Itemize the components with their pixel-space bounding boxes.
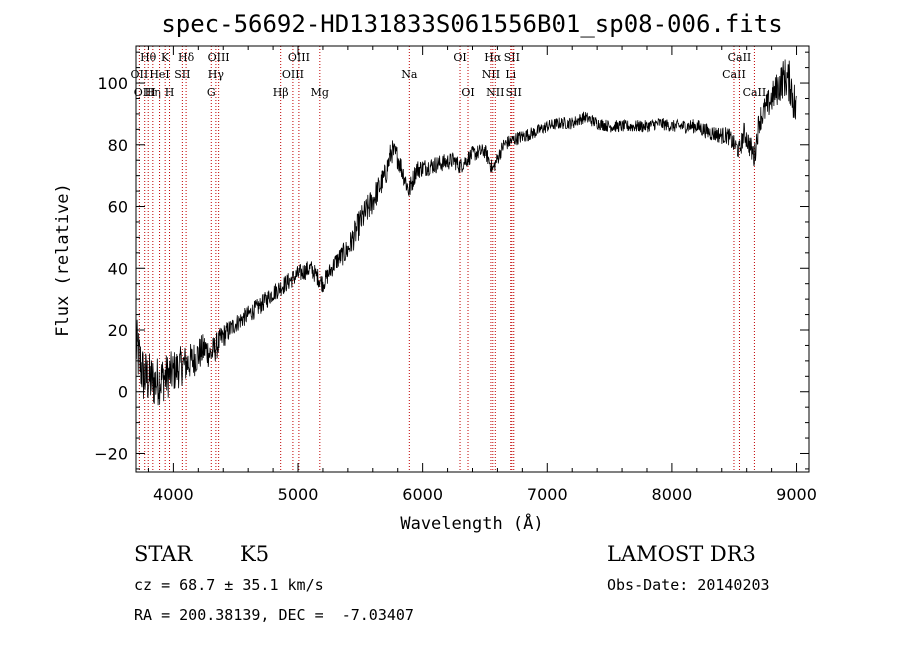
line-label: Hβ xyxy=(273,86,289,99)
line-label: CaII xyxy=(728,51,752,64)
redshift-text: cz = 68.7 ± 35.1 km/s xyxy=(134,576,324,594)
line-label: K xyxy=(161,51,170,64)
line-label: OIII xyxy=(288,51,310,64)
line-label: Li xyxy=(505,68,516,81)
line-label: OIII xyxy=(208,51,230,64)
line-label: OII xyxy=(131,68,149,81)
spectral-line-markers: OII OIII Hθ Hη HeI K H SII Hδ G Hγ OIII Hβ OIII OIII Mg… xyxy=(131,46,767,472)
classification-label: STAR xyxy=(134,542,193,566)
line-label: NII xyxy=(482,68,500,81)
line-label: SII xyxy=(174,68,190,81)
line-label: Hγ xyxy=(208,68,225,81)
line-label: Hδ xyxy=(178,51,195,64)
line-label: NII xyxy=(486,86,504,99)
line-label: HeI xyxy=(149,68,169,81)
y-tick-label: 100 xyxy=(97,74,128,93)
spectrum-line xyxy=(135,59,797,406)
y-tick-label: 40 xyxy=(108,259,128,278)
y-tick-label: 80 xyxy=(108,136,128,155)
x-axis: 4000 5000 6000 7000 8000 9000 xyxy=(147,46,817,504)
obs-date-text: Obs-Date: 20140203 xyxy=(607,576,770,594)
y-tick-label: 60 xyxy=(108,198,128,217)
line-label: OI xyxy=(453,51,466,64)
spectrum-layer xyxy=(135,59,797,406)
line-label: OIII xyxy=(282,68,304,81)
survey-label: LAMOST DR3 xyxy=(607,542,756,566)
line-label: CaII xyxy=(743,86,767,99)
x-tick-label: 7000 xyxy=(527,485,568,504)
line-label: OIII xyxy=(134,86,156,99)
x-tick-label: 8000 xyxy=(652,485,693,504)
x-tick-label: 4000 xyxy=(153,485,194,504)
x-tick-label: 5000 xyxy=(278,485,319,504)
line-label: Mg xyxy=(311,86,329,99)
x-axis-label: Wavelength (Å) xyxy=(400,512,543,534)
line-label: Hθ xyxy=(140,51,157,64)
line-label: OI xyxy=(461,86,474,99)
subclass-label: K5 xyxy=(240,542,269,566)
x-tick-label: 6000 xyxy=(402,485,443,504)
y-tick-label: 0 xyxy=(118,383,128,402)
line-label: CaII xyxy=(722,68,746,81)
line-label: SII xyxy=(504,51,520,64)
chart-title: spec-56692-HD131833S061556B01_sp08-006.f… xyxy=(161,10,782,38)
line-label: Na xyxy=(401,68,418,81)
coordinates-text: RA = 200.38139, DEC = -7.03407 xyxy=(134,606,414,624)
y-tick-label: −20 xyxy=(94,444,128,463)
x-tick-label: 9000 xyxy=(776,485,817,504)
y-axis-label: Flux (relative) xyxy=(53,183,73,337)
y-tick-label: 20 xyxy=(108,321,128,340)
line-label: Hη xyxy=(145,86,161,99)
line-label: G xyxy=(207,86,216,99)
line-label: H xyxy=(165,86,175,99)
line-label: SII xyxy=(506,86,522,99)
plot-frame xyxy=(135,45,810,473)
line-label: Hα xyxy=(484,51,502,64)
y-axis: −20 0 20 40 60 80 100 xyxy=(94,51,809,470)
